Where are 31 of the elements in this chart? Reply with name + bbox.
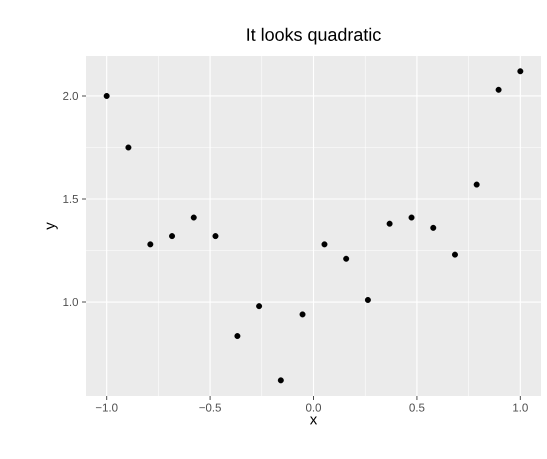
x-tick-label: 0.5 bbox=[409, 404, 424, 412]
point bbox=[517, 68, 524, 74]
point bbox=[408, 214, 415, 221]
y-tick-label: 1.0 bbox=[63, 298, 78, 306]
point bbox=[256, 303, 262, 310]
x-tick-label: −0.5 bbox=[199, 404, 221, 412]
point bbox=[452, 252, 458, 258]
x-tick-label: 0.0 bbox=[306, 404, 322, 412]
point bbox=[234, 333, 240, 340]
x-tick-label: 1.0 bbox=[513, 404, 528, 412]
point bbox=[147, 241, 154, 248]
point bbox=[364, 296, 371, 303]
y-axis-title: y bbox=[46, 222, 58, 230]
point bbox=[386, 220, 393, 227]
point bbox=[496, 86, 502, 93]
y-tick-label: 2.0 bbox=[63, 92, 78, 100]
point bbox=[300, 311, 306, 318]
point bbox=[430, 224, 436, 231]
point bbox=[474, 182, 480, 188]
point bbox=[278, 377, 284, 384]
point bbox=[321, 241, 328, 248]
point bbox=[104, 92, 110, 99]
point bbox=[169, 233, 176, 240]
chart-title: It looks quadratic bbox=[247, 28, 381, 44]
point bbox=[125, 144, 132, 150]
x-axis-title: x bbox=[310, 416, 318, 424]
y-tick-label: 1.5 bbox=[63, 195, 78, 203]
point bbox=[212, 233, 218, 240]
x-tick-label: −1.0 bbox=[96, 404, 118, 412]
point bbox=[190, 214, 197, 221]
point bbox=[343, 256, 350, 262]
